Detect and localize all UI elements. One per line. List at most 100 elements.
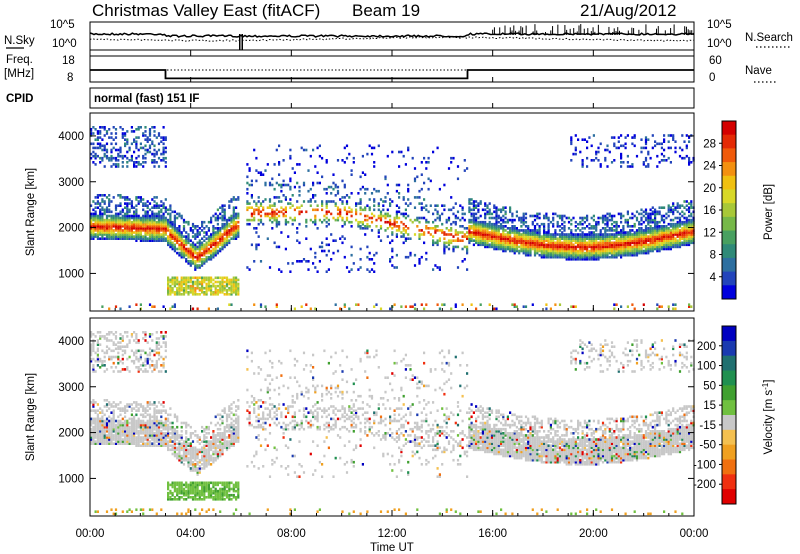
heatmap-cell [96, 436, 99, 439]
heatmap-cell [586, 251, 589, 255]
heatmap-cell [493, 227, 496, 230]
heatmap-cell [110, 425, 113, 429]
heatmap-cell [402, 222, 405, 226]
heatmap-cell [191, 255, 195, 259]
heatmap-cell [180, 214, 183, 218]
heatmap-cell [624, 253, 627, 257]
heatmap-cell [162, 202, 165, 205]
heatmap-cell [110, 405, 113, 408]
heatmap-cell [153, 130, 156, 133]
heatmap-cell [155, 216, 158, 220]
heatmap-cell [230, 218, 233, 222]
heatmap-cell [92, 432, 95, 435]
heatmap-cell [216, 218, 219, 222]
heatmap-cell [148, 351, 152, 355]
heatmap-cell [96, 132, 99, 135]
heatmap-cell [221, 237, 224, 240]
heatmap-cell [459, 218, 462, 222]
heatmap-cell [196, 307, 199, 311]
heatmap-cell [144, 134, 147, 137]
heatmap-cell [101, 227, 104, 230]
heatmap-cell [248, 169, 251, 172]
heatmap-cell [382, 200, 385, 203]
heatmap-cell [513, 237, 516, 240]
heatmap-cell [615, 229, 618, 232]
heatmap-cell [656, 249, 659, 253]
heatmap-cell [139, 307, 142, 311]
heatmap-cell [103, 425, 106, 429]
heatmap-cell [563, 243, 566, 247]
heatmap-cell [563, 247, 566, 251]
heatmap-cell [207, 255, 210, 259]
heatmap-cell [146, 210, 149, 214]
heatmap-cell [144, 156, 147, 160]
heatmap-cell [549, 243, 552, 247]
heatmap-cell [135, 366, 138, 369]
heatmap-cell [148, 128, 152, 131]
heatmap-cell [194, 286, 197, 290]
heatmap-cell [117, 430, 120, 433]
heatmap-cell [135, 432, 138, 435]
heatmap-cell [527, 235, 530, 238]
heatmap-cell [604, 241, 607, 245]
heatmap-cell [604, 249, 607, 253]
heatmap-cell [223, 214, 226, 218]
heatmap-cell [114, 132, 118, 135]
heatmap-cell [681, 134, 684, 137]
heatmap-cell [108, 442, 111, 445]
heatmap-cell [280, 210, 283, 214]
heatmap-cell [581, 216, 584, 220]
heatmap-cell [427, 227, 430, 230]
heatmap-cell [110, 432, 113, 435]
heatmap-cell [583, 241, 586, 245]
heatmap-cell [108, 229, 111, 232]
heatmap-cell [101, 198, 104, 201]
heatmap-cell [253, 260, 256, 263]
heatmap-cell [153, 212, 156, 216]
heatmap-cell [481, 243, 484, 247]
heatmap-cell [688, 229, 691, 232]
heatmap-cell [191, 245, 195, 249]
heatmap-cell [631, 235, 634, 238]
heatmap-cell [402, 212, 405, 216]
heatmap-cell [191, 286, 195, 290]
heatmap-cell [90, 235, 93, 238]
heatmap-cell [597, 159, 600, 162]
heatmap-cell [92, 161, 95, 164]
heatmap-cell [504, 210, 507, 214]
heatmap-cell [413, 196, 417, 199]
heatmap-cell [527, 229, 530, 232]
heatmap-cell [185, 280, 188, 284]
heatmap-cell [656, 154, 659, 158]
heatmap-cell [105, 436, 109, 439]
heatmap-cell [151, 333, 154, 336]
heatmap-cell [185, 237, 188, 240]
heatmap-cell [522, 247, 525, 251]
heatmap-cell [368, 251, 371, 255]
heatmap-cell [565, 233, 568, 236]
heatmap-cell [590, 225, 593, 228]
heatmap-cell [490, 225, 494, 228]
heatmap-cell [651, 239, 654, 242]
heatmap-cell [101, 425, 104, 429]
heatmap-cell [124, 434, 127, 437]
heatmap-cell [377, 204, 380, 207]
heatmap-cell [230, 280, 233, 284]
heatmap-cell [529, 237, 532, 240]
heatmap-cell [146, 442, 149, 445]
heatmap-cell [205, 288, 208, 292]
heatmap-cell [133, 353, 136, 357]
heatmap-cell [477, 210, 480, 214]
heatmap-cell [669, 206, 672, 209]
heatmap-cell [407, 255, 410, 259]
heatmap-cell [678, 231, 682, 234]
heatmap-cell [110, 154, 113, 158]
heatmap-cell [133, 227, 136, 230]
heatmap-cell [345, 266, 349, 269]
heatmap-cell [558, 247, 562, 251]
heatmap-cell [128, 434, 131, 437]
heatmap-cell [126, 345, 129, 348]
heatmap-cell [336, 189, 340, 193]
heatmap-cell [398, 196, 401, 199]
heatmap-cell [330, 212, 333, 216]
